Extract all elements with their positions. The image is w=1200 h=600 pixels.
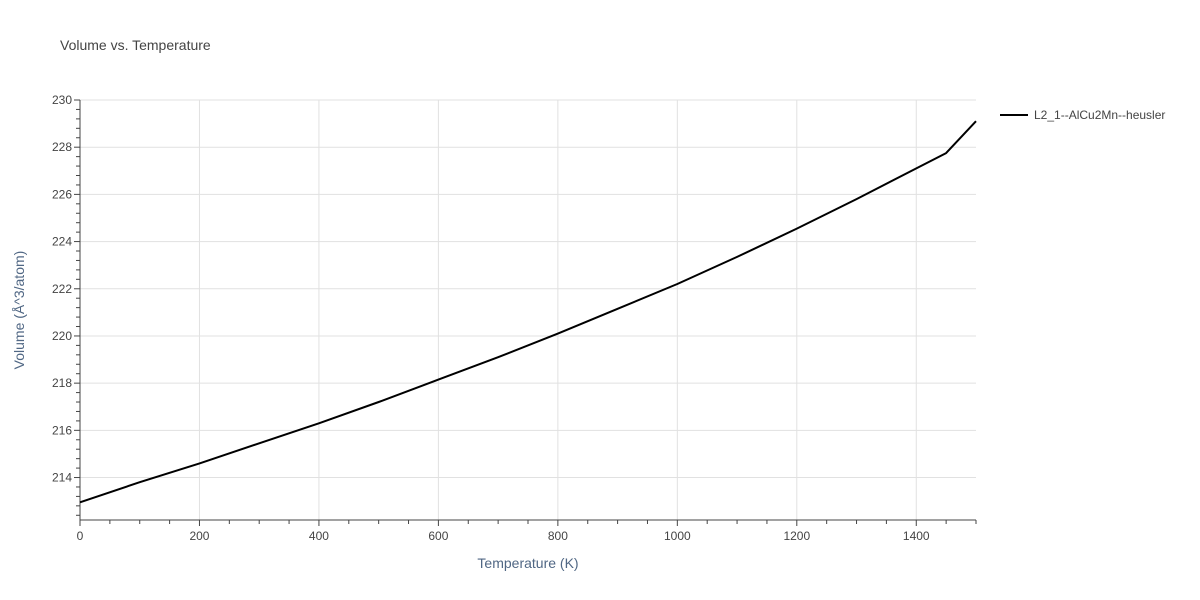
y-tick-label: 230 bbox=[52, 93, 72, 107]
x-tick-label: 1400 bbox=[903, 529, 930, 543]
x-axis-title: Temperature (K) bbox=[477, 555, 578, 571]
legend-label: L2_1--AlCu2Mn--heusler bbox=[1034, 108, 1165, 122]
x-tick-label: 400 bbox=[309, 529, 329, 543]
plot-area bbox=[79, 120, 977, 504]
y-tick-label: 222 bbox=[52, 282, 72, 296]
y-tick-label: 216 bbox=[52, 423, 72, 437]
grid bbox=[80, 99, 976, 520]
x-tick-label: 200 bbox=[189, 529, 209, 543]
y-tick-label: 226 bbox=[52, 187, 72, 201]
x-tick-label: 800 bbox=[548, 529, 568, 543]
legend: L2_1--AlCu2Mn--heusler bbox=[1000, 108, 1165, 122]
chart-title: Volume vs. Temperature bbox=[60, 37, 211, 53]
y-axis-title: Volume (Å^3/atom) bbox=[11, 251, 27, 370]
x-tick-label: 0 bbox=[77, 529, 84, 543]
y-tick-label: 214 bbox=[52, 471, 72, 485]
x-tick-label: 1200 bbox=[783, 529, 810, 543]
y-tick-label: 224 bbox=[52, 235, 72, 249]
series-line bbox=[79, 120, 977, 504]
y-axis: 214 216 218 220 222 224 226 228 230 bbox=[52, 93, 81, 520]
y-tick-label: 228 bbox=[52, 140, 72, 154]
y-tick-label: 220 bbox=[52, 329, 72, 343]
x-tick-label: 600 bbox=[428, 529, 448, 543]
x-tick-label: 1000 bbox=[664, 529, 691, 543]
y-tick-label: 218 bbox=[52, 376, 72, 390]
x-axis: 0 200 400 600 800 1000 1200 1400 bbox=[77, 519, 977, 543]
